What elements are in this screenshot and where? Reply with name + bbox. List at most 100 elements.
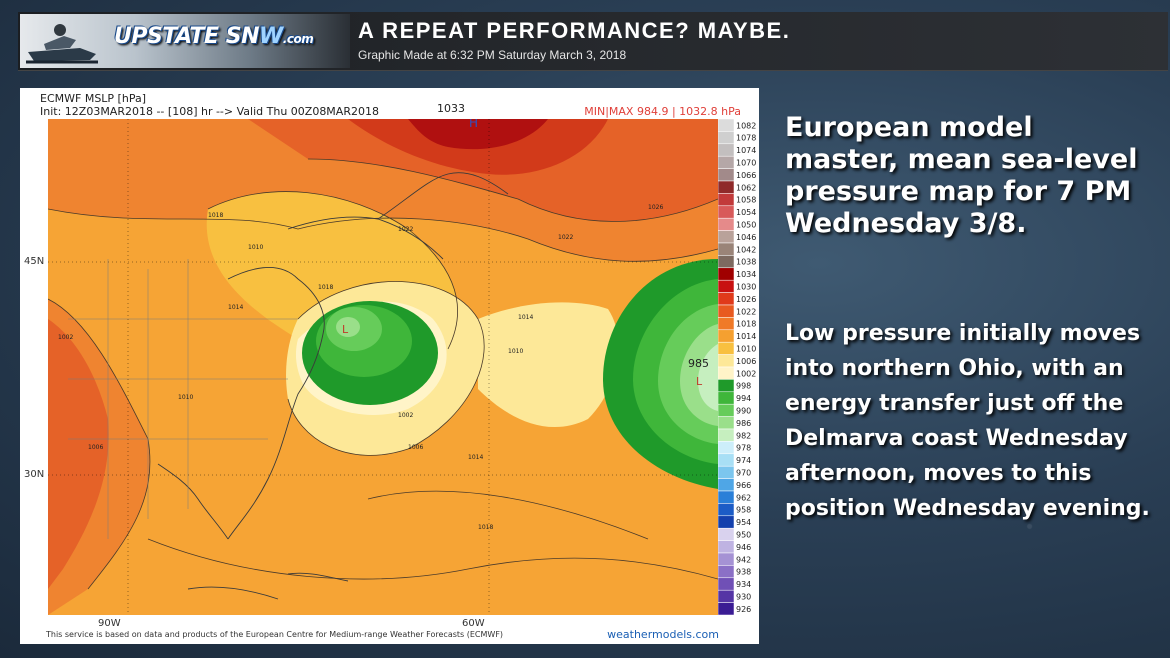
contour-label: 1002 [58,334,73,341]
colorbar-swatch [718,205,735,219]
colorbar-swatch [718,589,735,603]
colorbar-level-label: 978 [736,444,751,453]
colorbar-swatch [718,143,735,157]
colorbar-swatch [718,403,735,417]
colorbar-swatch [718,391,735,405]
colorbar-level-label: 1014 [736,332,756,341]
contour-labels: 1022 1018 1014 1010 1006 1002 1014 1010 1006 1002… [58,204,663,531]
colorbar-level-label: 934 [736,580,751,589]
colorbar-swatch [718,577,735,591]
colorbar-swatch [718,565,735,579]
banner-title: A REPEAT PERFORMANCE? MAYBE. [358,18,791,43]
contour-label: 1010 [178,394,193,401]
contour-label: 1006 [408,444,423,451]
map-init-valid: Init: 12Z03MAR2018 -- [108] hr --> Valid… [40,105,379,118]
colorbar-swatch [718,354,735,368]
colorbar-swatch [718,292,735,306]
description-paragraph-2: Low pressure initially moves into northe… [785,321,1150,521]
contour-label: 1006 [88,444,103,451]
colorbar-level-label: 1030 [736,283,756,292]
colorbar-level-label: 1002 [736,369,756,378]
pressure-colorbar: 1082 1078 1074 1070 1066 1062 1058 1054 1050 1046… [718,119,756,615]
colorbar-level-label: 1034 [736,270,756,279]
pressure-map: H L 985 L 102210181014101010061002101410… [48,119,718,615]
colorbar-swatch [718,416,735,430]
low-contour-986 [336,317,360,337]
description-paragraph-1: European model master, mean sea-level pr… [785,112,1138,239]
colorbar-level-label: 986 [736,419,751,428]
grid-lines [48,119,718,615]
colorbar-swatch [718,304,735,318]
colorbar-level-label: 1046 [736,233,756,242]
colorbar-swatch [718,490,735,504]
colorbar-level-label: 1010 [736,345,756,354]
colorbar-level-label: 1026 [736,295,756,304]
colorbar-level-label: 1074 [736,146,756,155]
colorbar-level-label: 1070 [736,159,756,168]
colorbar-swatch [718,366,735,380]
contour-label: 1014 [518,314,533,321]
mslp-map-panel: ECMWF MSLP [hPa] Init: 12Z03MAR2018 -- [… [20,88,759,644]
colorbar-swatch [718,441,735,455]
colorbar-level-label: 958 [736,506,751,515]
colorbar-level-label: 930 [736,593,751,602]
east-low-value: 985 [688,357,709,370]
colorbar-swatch [718,602,735,615]
colorbar-level-label: 998 [736,382,751,391]
header-banner: UPSTATE SNW.com A REPEAT PERFORMANCE? MA… [18,12,1168,71]
colorbar-swatch [718,255,735,269]
colorbar-level-label: 1078 [736,134,756,143]
colorbar-swatch [718,379,735,393]
colorbar-swatch [718,540,735,554]
colorbar-swatch [718,317,735,331]
east-low-982 [698,344,718,411]
snowflake-o-icon: W [259,24,283,49]
lat-label-30n: 30N [24,469,45,480]
map-minmax: MIN|MAX 984.9 | 1032.8 hPa [584,105,741,118]
colorbar-swatch [718,267,735,281]
colorbar-swatch [718,217,735,231]
site-logo[interactable]: UPSTATE SNW.com [20,14,350,68]
coastlines [157,172,509,600]
colorbar-level-label: 954 [736,518,751,527]
lon-label-60w: 60W [462,618,485,629]
map-credit-link[interactable]: weathermodels.com [607,628,719,641]
pressure-band-1006-east [478,302,619,428]
colorbar-level-label: 946 [736,543,751,552]
colorbar-swatch [718,168,735,182]
contour-label: 1022 [558,234,573,241]
colorbar-level-label: 1082 [736,121,756,130]
colorbar-level-label: 1058 [736,196,756,205]
contour-label: 1026 [648,204,663,211]
contour-label: 1002 [398,412,413,419]
colorbar-level-label: 1054 [736,208,756,217]
contour-label: 1018 [208,212,223,219]
banner-subtitle: Graphic Made at 6:32 PM Saturday March 3… [358,48,627,62]
colorbar-swatch [718,515,735,529]
pressure-band-1030 [408,119,548,150]
high-pressure-value: 1033 [437,102,465,115]
colorbar-level-label: 974 [736,456,751,465]
colorbar-swatch [718,552,735,566]
colorbar-level-label: 970 [736,469,751,478]
colorbar-level-label: 1062 [736,183,756,192]
colorbar-level-label: 1022 [736,307,756,316]
contour-label: 1014 [228,304,243,311]
colorbar-swatch [718,193,735,207]
colorbar-level-label: 962 [736,493,751,502]
colorbar-level-label: 942 [736,555,751,564]
pressure-band-1022-west [48,319,109,589]
colorbar-swatch [718,180,735,194]
colorbar-swatch [718,119,735,132]
lon-label-90w: 90W [98,618,121,629]
colorbar-swatch [718,329,735,343]
contour-label: 1010 [248,244,263,251]
colorbar-level-label: 938 [736,568,751,577]
logo-wordmark: UPSTATE SNW.com [114,24,314,49]
colorbar-level-label: 1038 [736,258,756,267]
colorbar-level-label: 990 [736,407,751,416]
colorbar-swatch [718,155,735,169]
east-low-letter: L [696,375,703,388]
colorbar-level-label: 926 [736,605,751,614]
colorbar-swatch [718,230,735,244]
